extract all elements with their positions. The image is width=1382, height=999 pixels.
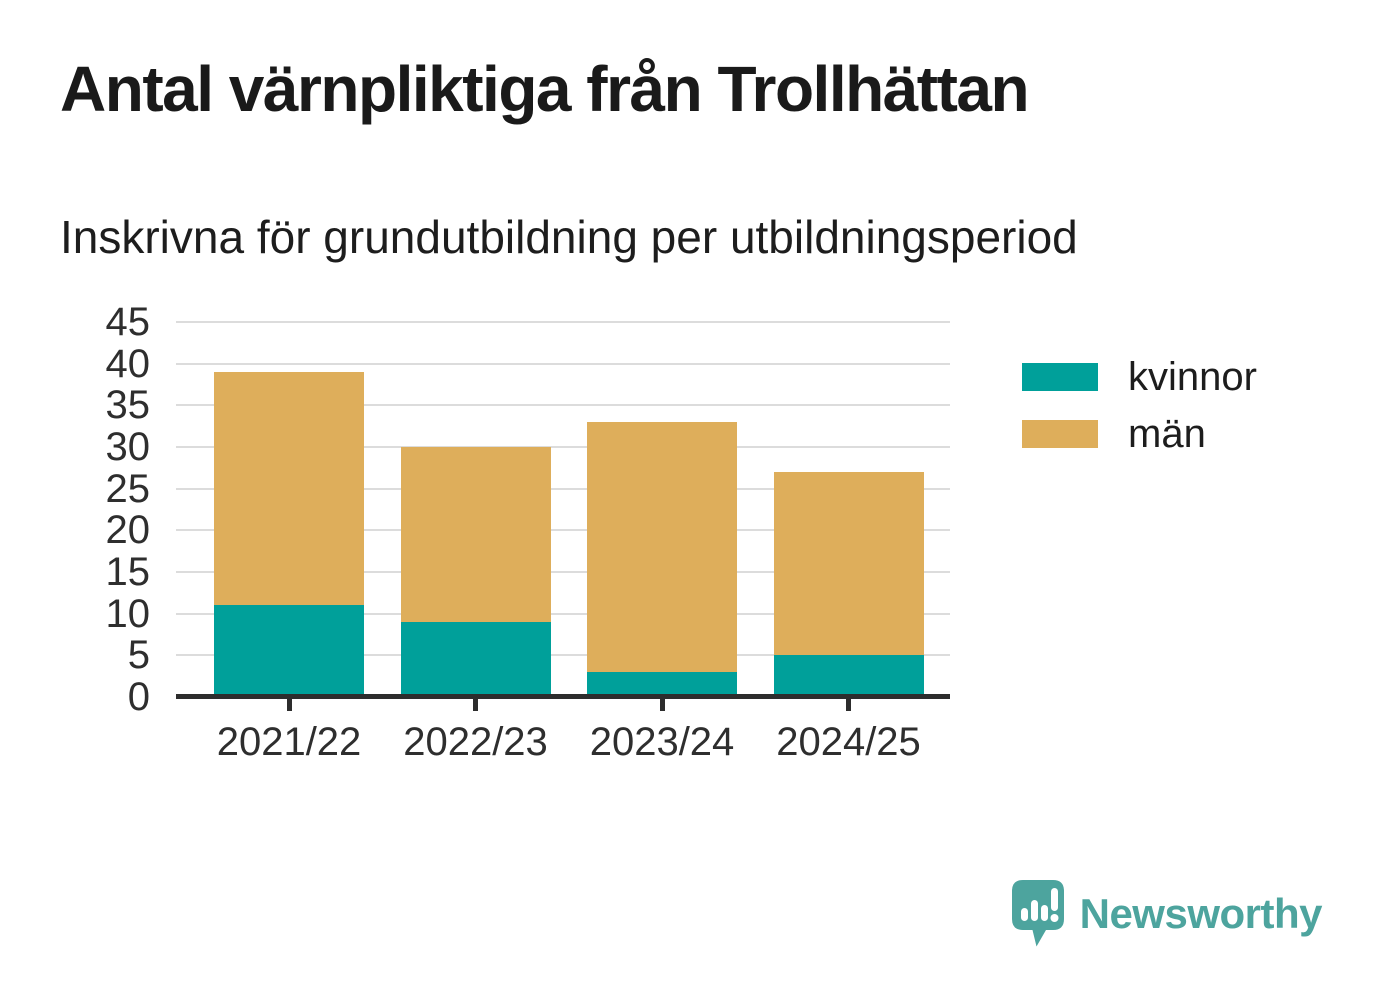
chart-title: Antal värnpliktiga från Trollhättan (60, 53, 1030, 125)
gridline-25 (176, 487, 950, 490)
y-tick-label-20: 20 (105, 508, 151, 553)
bar-segment-kvinnor-2024-25 (773, 655, 924, 697)
x-tick-label-2023-24: 2023/24 (589, 720, 735, 764)
bar-2022-23 (400, 322, 551, 697)
plot-area (176, 321, 950, 711)
bar-segment-kvinnor-2023-24 (587, 672, 737, 697)
bar-segment-män-2021-22 (214, 372, 364, 606)
x-tick-label-2022-23: 2022/23 (403, 720, 548, 764)
brand-footer: Newsworthy (1010, 877, 1323, 951)
bar-segment-kvinnor-2022-23 (400, 622, 551, 697)
bar-2021-22 (214, 322, 364, 697)
bar-segment-män-2022-23 (400, 447, 551, 622)
x-tick-2023-24 (659, 698, 665, 711)
x-tick-2022-23 (473, 698, 478, 711)
gridline-20 (176, 529, 950, 532)
x-axis-line (176, 694, 950, 699)
legend-swatch-kvinnor (1022, 363, 1098, 391)
stacked-bar-chart: 0 5 10 15 20 25 30 35 40 45 2021/22 2022/23 2023/24… (0, 302, 1382, 842)
newsworthy-logo-icon (1011, 880, 1064, 947)
y-tick-label-25: 25 (105, 466, 151, 511)
y-tick-label-45: 45 (105, 300, 151, 344)
y-axis-labels: 0 5 10 15 20 25 30 35 40 45 (0, 302, 151, 717)
x-tick-label-2021-22: 2021/22 (216, 720, 362, 764)
legend-row-kvinnor: kvinnor (1022, 357, 1257, 397)
gridline-40 (176, 362, 950, 365)
y-tick-label-0: 0 (127, 675, 150, 719)
y-tick-label-15: 15 (105, 550, 151, 594)
x-tick-2024-25 (846, 698, 851, 711)
y-tick-label-40: 40 (105, 341, 151, 386)
legend-label-män: män (1128, 412, 1206, 456)
legend-swatch-män (1022, 420, 1098, 448)
brand-name: Newsworthy (1079, 890, 1323, 937)
legend-label-kvinnor: kvinnor (1128, 355, 1257, 399)
legend: kvinnor män (1022, 357, 1257, 477)
chart-subtitle: Inskrivna för grundutbildning per utbild… (60, 211, 1078, 263)
bar-2023-24 (587, 322, 737, 697)
x-tick-label-2024-25: 2024/25 (776, 720, 921, 764)
bar-segment-män-2023-24 (587, 422, 737, 672)
gridline-15 (176, 571, 950, 573)
gridline-45 (176, 321, 950, 323)
y-tick-label-5: 5 (127, 633, 150, 678)
bar-segment-kvinnor-2021-22 (214, 605, 364, 697)
y-tick-label-35: 35 (105, 383, 151, 428)
y-tick-label-10: 10 (105, 591, 151, 636)
gridline-30 (176, 446, 950, 448)
bar-2024-25 (773, 322, 924, 697)
bar-segment-män-2024-25 (773, 472, 924, 656)
legend-row-män: män (1022, 414, 1257, 454)
x-tick-2021-22 (286, 698, 292, 711)
gridline-5 (176, 654, 950, 657)
gridline-10 (176, 612, 950, 615)
gridline-35 (176, 404, 950, 407)
y-tick-label-30: 30 (105, 425, 151, 469)
